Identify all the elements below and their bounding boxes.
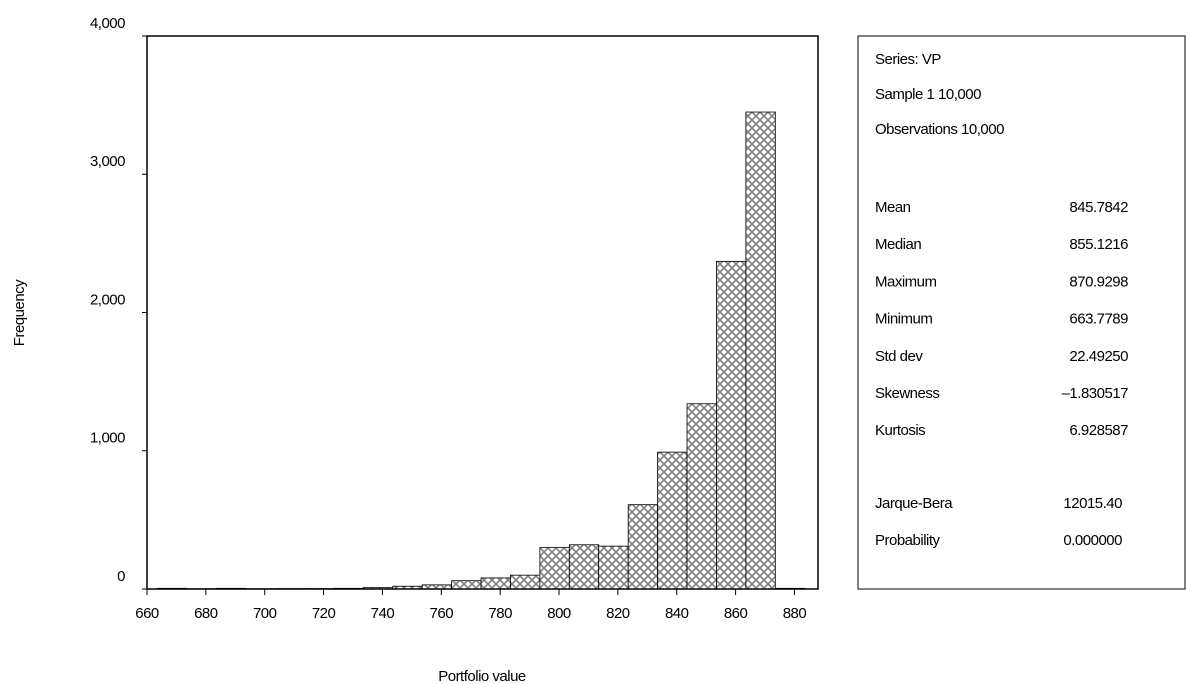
bar xyxy=(480,577,511,590)
bar xyxy=(686,403,717,590)
stats-header: Sample 1 10,000 xyxy=(875,86,981,103)
y-tick-label: 3,000 xyxy=(90,153,125,170)
y-tick-label: 4,000 xyxy=(90,15,125,32)
bar xyxy=(657,451,688,590)
stat-name: Minimum xyxy=(875,311,932,328)
test-name: Jarque-Bera xyxy=(875,495,953,512)
test-value: 12015.40 xyxy=(1063,495,1122,512)
stat-value: 855.1216 xyxy=(1069,236,1128,253)
x-tick-label: 840 xyxy=(665,605,689,622)
bar xyxy=(451,580,482,590)
bar xyxy=(627,504,659,590)
stats-header: Observations 10,000 xyxy=(875,121,1004,138)
stat-value: 6.928587 xyxy=(1069,422,1128,439)
x-tick-label: 860 xyxy=(724,605,748,622)
x-tick-label: 780 xyxy=(488,605,512,622)
y-tick-label: 1,000 xyxy=(90,430,125,447)
y-tick-label: 0 xyxy=(117,568,125,585)
x-tick-label: 680 xyxy=(194,605,218,622)
stat-name: Skewness xyxy=(875,385,939,402)
stat-value: 870.9298 xyxy=(1069,273,1128,290)
y-tick-label: 2,000 xyxy=(90,291,125,308)
test-name: Probability xyxy=(875,532,941,549)
x-tick-label: 700 xyxy=(253,605,277,622)
x-tick-label: 820 xyxy=(606,605,630,622)
x-tick-label: 880 xyxy=(783,605,807,622)
stat-name: Std dev xyxy=(875,348,923,365)
bar xyxy=(539,547,570,590)
bar xyxy=(510,574,541,590)
stat-value: 845.7842 xyxy=(1069,199,1128,216)
stat-name: Median xyxy=(875,236,921,253)
y-axis-label: Frequency xyxy=(11,279,28,346)
x-tick-label: 720 xyxy=(312,605,336,622)
stats-box xyxy=(857,35,1186,590)
stat-name: Maximum xyxy=(875,273,937,290)
bar xyxy=(568,544,600,590)
bar xyxy=(745,111,776,590)
test-value: 0.000000 xyxy=(1063,532,1122,549)
stat-value: 22.49250 xyxy=(1069,348,1128,365)
bar xyxy=(716,260,747,590)
stats-header: Series: VP xyxy=(875,51,941,68)
bar xyxy=(598,545,629,590)
stat-value: –1.830517 xyxy=(1062,385,1129,402)
x-axis-label: Portfolio value xyxy=(438,668,526,684)
stat-value: 663.7789 xyxy=(1069,311,1128,328)
x-tick-label: 800 xyxy=(547,605,571,622)
x-tick-label: 740 xyxy=(371,605,395,622)
stat-name: Mean xyxy=(875,199,911,216)
x-tick-label: 760 xyxy=(430,605,454,622)
stat-name: Kurtosis xyxy=(875,422,925,439)
x-tick-label: 660 xyxy=(135,605,159,622)
